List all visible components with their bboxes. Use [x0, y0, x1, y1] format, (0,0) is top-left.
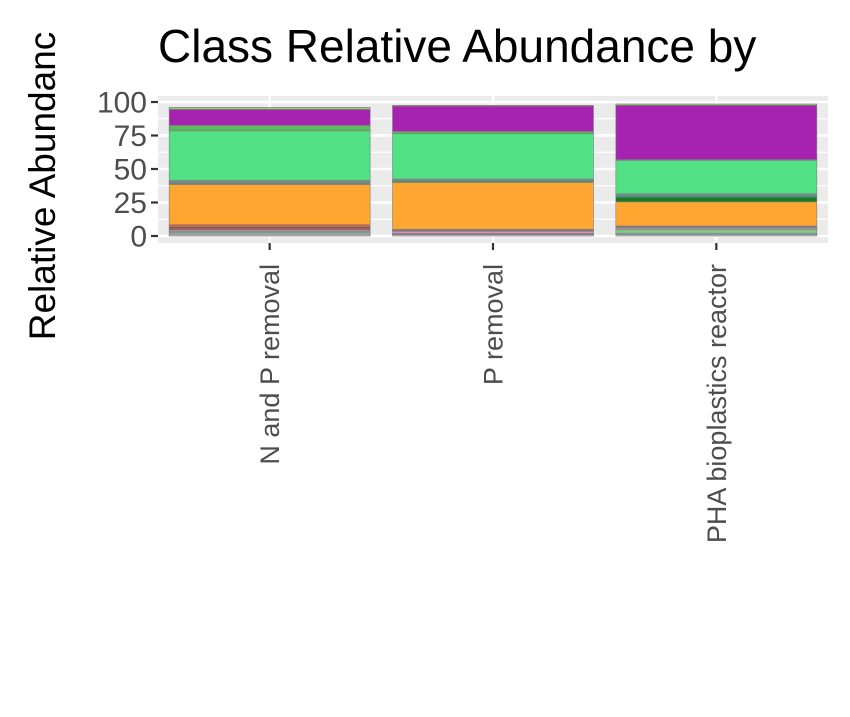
bar-segment — [168, 125, 371, 132]
bar-segment — [392, 105, 594, 107]
bar-segment — [615, 229, 818, 234]
bar-segment — [615, 196, 818, 203]
y-tick-label: 25 — [114, 187, 147, 220]
x-tick-label: PHA bioplastics reactor — [702, 264, 732, 543]
bar-segment — [168, 226, 371, 229]
y-tick-label: 100 — [97, 87, 147, 120]
bar-segment — [615, 194, 818, 198]
y-tick-label: 75 — [114, 120, 147, 153]
bar-segment — [168, 109, 371, 126]
chart-title: Class Relative Abundance by — [158, 20, 756, 72]
bar-segment — [615, 103, 818, 106]
bar-segment — [392, 231, 594, 234]
bar-segment — [615, 201, 818, 227]
bar-segment — [392, 131, 594, 134]
y-tick-label: 50 — [114, 154, 147, 187]
bar-segment — [392, 105, 594, 132]
bar-segment — [168, 224, 371, 227]
bar-segment — [168, 107, 371, 110]
bar-segment — [168, 184, 371, 225]
bar-segment — [392, 133, 594, 180]
y-axis-label: Relative Abundanc — [22, 32, 63, 341]
bar-segment — [168, 233, 371, 237]
bars — [168, 103, 818, 237]
bar-segment — [392, 182, 594, 230]
x-tick-label: P removal — [479, 264, 509, 385]
y-tick-label: 0 — [130, 221, 147, 254]
bar-segment — [168, 130, 371, 181]
bar-segment — [168, 180, 371, 183]
bar-segment — [615, 105, 818, 160]
bar-segment — [615, 159, 818, 195]
x-axis: N and P removal P removal PHA bioplastics … — [255, 243, 732, 543]
x-tick-label: N and P removal — [255, 264, 285, 465]
